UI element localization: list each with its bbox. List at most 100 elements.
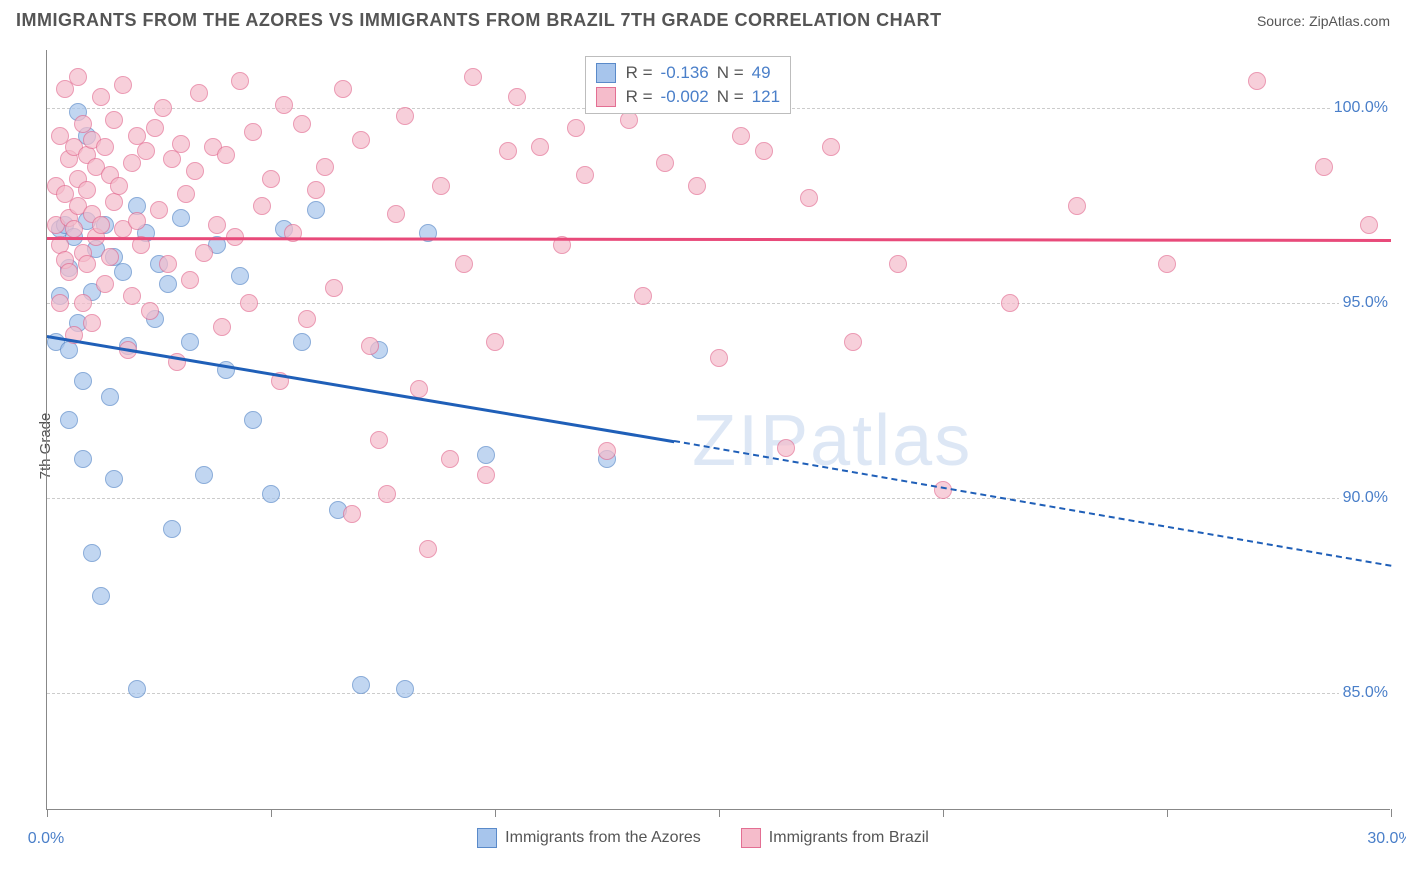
data-point — [343, 505, 361, 523]
data-point — [105, 470, 123, 488]
data-point — [307, 201, 325, 219]
data-point — [656, 154, 674, 172]
data-point — [567, 119, 585, 137]
data-point — [755, 142, 773, 160]
data-point — [244, 411, 262, 429]
data-point — [378, 485, 396, 503]
data-point — [78, 255, 96, 273]
x-tick — [719, 809, 720, 817]
y-tick-label: 85.0% — [1339, 684, 1392, 702]
data-point — [217, 146, 235, 164]
data-point — [531, 138, 549, 156]
legend-label: Immigrants from Brazil — [769, 829, 929, 847]
data-point — [732, 127, 750, 145]
data-point — [163, 520, 181, 538]
data-point — [163, 150, 181, 168]
data-point — [293, 115, 311, 133]
stats-legend: R =-0.136N =49R =-0.002N =121 — [585, 56, 791, 114]
chart-title: IMMIGRANTS FROM THE AZORES VS IMMIGRANTS… — [16, 10, 942, 31]
data-point — [432, 177, 450, 195]
legend-item: Immigrants from the Azores — [477, 828, 701, 848]
data-point — [1001, 294, 1019, 312]
stat-label: R = — [626, 63, 653, 83]
data-point — [92, 216, 110, 234]
data-point — [195, 466, 213, 484]
x-tick — [47, 809, 48, 817]
data-point — [334, 80, 352, 98]
x-tick — [495, 809, 496, 817]
chart-source: Source: ZipAtlas.com — [1257, 13, 1390, 29]
x-tick — [271, 809, 272, 817]
data-point — [159, 275, 177, 293]
data-point — [159, 255, 177, 273]
trend-line — [674, 440, 1391, 567]
data-point — [1068, 197, 1086, 215]
data-point — [307, 181, 325, 199]
data-point — [1248, 72, 1266, 90]
data-point — [486, 333, 504, 351]
data-point — [78, 181, 96, 199]
data-point — [128, 680, 146, 698]
data-point — [1315, 158, 1333, 176]
data-point — [777, 439, 795, 457]
data-point — [499, 142, 517, 160]
stat-value-n: 121 — [752, 87, 780, 107]
data-point — [172, 135, 190, 153]
data-point — [195, 244, 213, 262]
data-point — [477, 446, 495, 464]
data-point — [60, 263, 78, 281]
data-point — [1360, 216, 1378, 234]
gridline — [47, 693, 1390, 694]
data-point — [65, 220, 83, 238]
legend-swatch — [477, 828, 497, 848]
data-point — [598, 442, 616, 460]
data-point — [101, 388, 119, 406]
data-point — [123, 287, 141, 305]
bottom-legend: Immigrants from the Azores Immigrants fro… — [0, 828, 1406, 848]
data-point — [508, 88, 526, 106]
data-point — [352, 676, 370, 694]
data-point — [441, 450, 459, 468]
data-point — [710, 349, 728, 367]
data-point — [146, 119, 164, 137]
data-point — [370, 431, 388, 449]
data-point — [83, 544, 101, 562]
y-tick-label: 90.0% — [1339, 489, 1392, 507]
data-point — [101, 248, 119, 266]
data-point — [800, 189, 818, 207]
data-point — [262, 485, 280, 503]
data-point — [74, 372, 92, 390]
trend-line — [47, 335, 675, 443]
data-point — [231, 267, 249, 285]
data-point — [396, 107, 414, 125]
data-point — [128, 212, 146, 230]
legend-item: Immigrants from Brazil — [741, 828, 929, 848]
data-point — [352, 131, 370, 149]
data-point — [244, 123, 262, 141]
data-point — [92, 88, 110, 106]
data-point — [634, 287, 652, 305]
data-point — [477, 466, 495, 484]
data-point — [576, 166, 594, 184]
data-point — [96, 138, 114, 156]
stat-value-r: -0.136 — [661, 63, 709, 83]
data-point — [316, 158, 334, 176]
data-point — [361, 337, 379, 355]
data-point — [186, 162, 204, 180]
data-point — [69, 68, 87, 86]
plot-area: 85.0%90.0%95.0%100.0%ZIPatlasR =-0.136N … — [46, 50, 1390, 810]
stat-label: N = — [717, 63, 744, 83]
data-point — [231, 72, 249, 90]
data-point — [1158, 255, 1176, 273]
data-point — [177, 185, 195, 203]
legend-swatch — [596, 87, 616, 107]
stat-value-r: -0.002 — [661, 87, 709, 107]
data-point — [298, 310, 316, 328]
y-tick-label: 100.0% — [1330, 99, 1392, 117]
data-point — [419, 540, 437, 558]
legend-swatch — [741, 828, 761, 848]
data-point — [190, 84, 208, 102]
data-point — [74, 294, 92, 312]
data-point — [51, 294, 69, 312]
data-point — [688, 177, 706, 195]
